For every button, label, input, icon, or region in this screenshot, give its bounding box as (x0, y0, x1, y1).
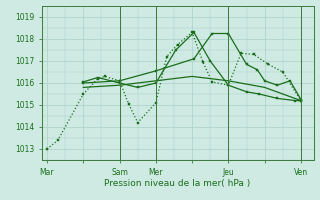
X-axis label: Pression niveau de la mer( hPa ): Pression niveau de la mer( hPa ) (104, 179, 251, 188)
